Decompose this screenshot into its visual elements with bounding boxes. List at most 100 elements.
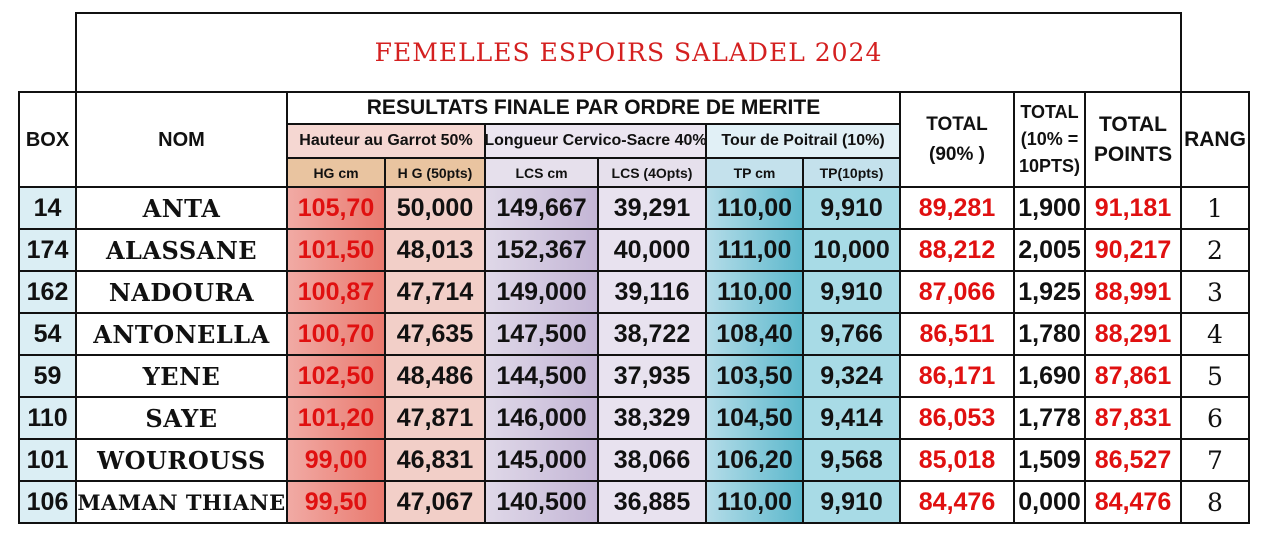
cell-rang: 5 [1180,354,1250,398]
cell-rang: 1 [1180,186,1250,230]
header-resultats: RESULTATS FINALE PAR ORDRE DE MERITE [286,91,901,125]
cell-lcs-cm: 145,000 [484,438,599,482]
cell-hg-cm: 101,20 [286,396,386,440]
header-hg-pts: H G (50pts) [384,157,486,188]
cell-hg-cm: 99,00 [286,438,386,482]
cell-rang: 6 [1180,396,1250,440]
cell-lcs-cm: 149,667 [484,186,599,230]
cell-total-10: 1,900 [1013,186,1086,230]
cell-total-90: 89,281 [899,186,1015,230]
cell-hg-cm: 101,50 [286,228,386,272]
cell-total-90: 84,476 [899,480,1015,524]
cell-tp-cm: 111,00 [705,228,804,272]
cell-tp-cm: 110,00 [705,480,804,524]
cell-total-points: 84,476 [1084,480,1182,524]
cell-box: 54 [18,312,77,356]
cell-total-90: 87,066 [899,270,1015,314]
cell-box: 101 [18,438,77,482]
header-hg-cm: HG cm [286,157,386,188]
cell-tp-pts: 9,910 [802,186,901,230]
cell-tp-pts: 10,000 [802,228,901,272]
cell-lcs-pts: 37,935 [597,354,707,398]
cell-nom: ALASSANE [75,228,288,272]
cell-hg-pts: 47,871 [384,396,486,440]
cell-box: 162 [18,270,77,314]
cell-tp-cm: 106,20 [705,438,804,482]
cell-rang: 2 [1180,228,1250,272]
cell-total-90: 86,171 [899,354,1015,398]
cell-lcs-cm: 146,000 [484,396,599,440]
cell-tp-pts: 9,568 [802,438,901,482]
cell-total-10: 1,509 [1013,438,1086,482]
cell-tp-cm: 104,50 [705,396,804,440]
cell-tp-pts: 9,324 [802,354,901,398]
group-longueur-cervico-sacre: Longueur Cervico-Sacre 40% [484,123,707,159]
header-nom: NOM [75,91,288,188]
cell-tp-pts: 9,910 [802,480,901,524]
header-rang: RANG [1180,91,1250,188]
cell-nom: NADOURA [75,270,288,314]
cell-tp-pts: 9,414 [802,396,901,440]
cell-nom: YENE [75,354,288,398]
cell-nom: WOUROUSS [75,438,288,482]
cell-lcs-cm: 144,500 [484,354,599,398]
cell-hg-pts: 47,067 [384,480,486,524]
cell-total-10: 1,690 [1013,354,1086,398]
cell-hg-cm: 100,87 [286,270,386,314]
cell-hg-cm: 100,70 [286,312,386,356]
cell-total-points: 91,181 [1084,186,1182,230]
cell-box: 14 [18,186,77,230]
cell-rang: 8 [1180,480,1250,524]
cell-hg-pts: 47,714 [384,270,486,314]
cell-lcs-pts: 38,329 [597,396,707,440]
results-table: FEMELLES ESPOIRS SALADEL 2024 BOX NOM RE… [18,12,1250,524]
header-tp-cm: TP cm [705,157,804,188]
cell-total-points: 86,527 [1084,438,1182,482]
cell-nom: ANTA [75,186,288,230]
header-total-points: TOTAL POINTS [1084,91,1182,188]
header-lcs-pts: LCS (4Opts) [597,157,707,188]
header-total-10: TOTAL (10% = 10PTS) [1013,91,1086,188]
cell-total-90: 86,511 [899,312,1015,356]
cell-nom: ANTONELLA [75,312,288,356]
cell-lcs-pts: 39,116 [597,270,707,314]
cell-nom: MAMAN THIANE [75,480,288,524]
cell-tp-pts: 9,910 [802,270,901,314]
cell-total-points: 87,831 [1084,396,1182,440]
cell-rang: 4 [1180,312,1250,356]
cell-lcs-cm: 149,000 [484,270,599,314]
cell-total-points: 90,217 [1084,228,1182,272]
cell-hg-pts: 48,486 [384,354,486,398]
cell-box: 110 [18,396,77,440]
cell-tp-cm: 108,40 [705,312,804,356]
cell-total-points: 88,991 [1084,270,1182,314]
cell-total-10: 1,780 [1013,312,1086,356]
cell-total-90: 86,053 [899,396,1015,440]
cell-nom: SAYE [75,396,288,440]
cell-box: 106 [18,480,77,524]
table-title: FEMELLES ESPOIRS SALADEL 2024 [75,12,1182,93]
cell-total-90: 88,212 [899,228,1015,272]
cell-tp-cm: 110,00 [705,186,804,230]
cell-total-points: 88,291 [1084,312,1182,356]
cell-rang: 7 [1180,438,1250,482]
cell-hg-pts: 47,635 [384,312,486,356]
header-box: BOX [18,91,77,188]
header-total-90: TOTAL (90% ) [899,91,1015,188]
cell-lcs-cm: 152,367 [484,228,599,272]
cell-total-10: 0,000 [1013,480,1086,524]
cell-tp-pts: 9,766 [802,312,901,356]
cell-rang: 3 [1180,270,1250,314]
cell-box: 174 [18,228,77,272]
group-hauteur-garrot: Hauteur au Garrot 50% [286,123,486,159]
cell-hg-pts: 50,000 [384,186,486,230]
cell-lcs-pts: 38,066 [597,438,707,482]
cell-hg-pts: 48,013 [384,228,486,272]
cell-lcs-pts: 40,000 [597,228,707,272]
cell-total-10: 2,005 [1013,228,1086,272]
cell-total-points: 87,861 [1084,354,1182,398]
cell-box: 59 [18,354,77,398]
cell-hg-pts: 46,831 [384,438,486,482]
cell-total-90: 85,018 [899,438,1015,482]
cell-lcs-pts: 36,885 [597,480,707,524]
